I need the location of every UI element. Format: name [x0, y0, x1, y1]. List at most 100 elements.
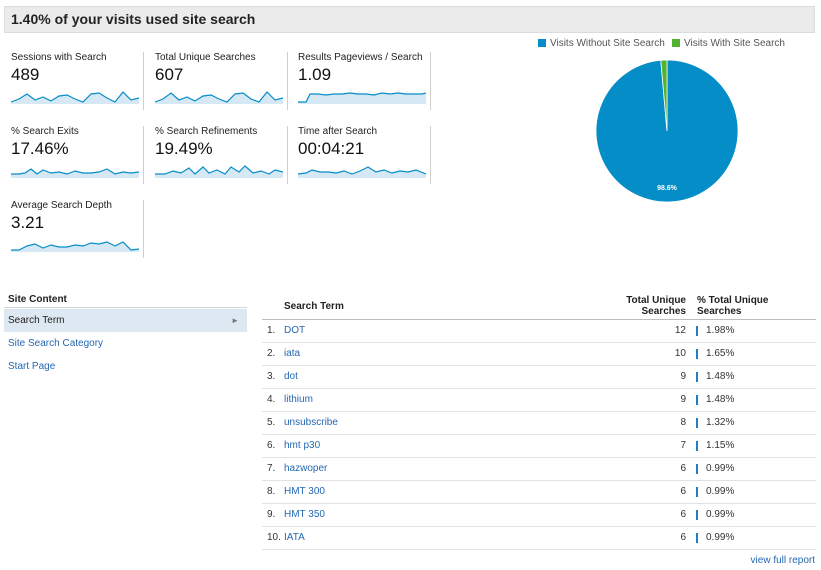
metric-results-pageviews-per-search[interactable]: Results Pageviews / Search 1.09: [291, 52, 431, 110]
metric-label: % Search Refinements: [155, 126, 258, 137]
row-percent: 1.98%: [706, 325, 735, 336]
pie-chart: 98.6%: [594, 58, 740, 209]
search-term-link[interactable]: hmt p30: [284, 440, 321, 451]
sidebar-item-search-term[interactable]: Search Term ►: [4, 309, 247, 332]
metric-search-exits[interactable]: % Search Exits 17.46%: [4, 126, 144, 184]
percent-bar: [696, 326, 699, 336]
pie-slice-label: 98.6%: [657, 185, 678, 192]
table-row: 5. unsubscribe 8 1.32%: [262, 412, 816, 435]
row-count: 8: [680, 417, 686, 428]
row-index: 7.: [267, 463, 276, 474]
row-index: 3.: [267, 371, 276, 382]
metric-label: Time after Search: [298, 126, 378, 137]
row-index: 5.: [267, 417, 276, 428]
row-index: 2.: [267, 348, 276, 359]
metric-label: Average Search Depth: [11, 200, 112, 211]
search-term-link[interactable]: iata: [284, 348, 301, 359]
sparkline: [11, 91, 139, 104]
column-header-text: % Total Unique Searches: [697, 295, 769, 317]
legend-item-with-search[interactable]: Visits With Site Search: [672, 38, 785, 49]
row-percent: 0.99%: [706, 509, 735, 520]
row-index: 1.: [267, 325, 276, 336]
row-percent: 0.99%: [706, 463, 735, 474]
view-full-report-link[interactable]: view full report: [750, 555, 815, 566]
sparkline: [298, 92, 426, 104]
sparkline: [11, 241, 139, 252]
column-header-search-term[interactable]: Search Term: [284, 301, 344, 312]
row-count: 6: [680, 509, 686, 520]
metric-time-after-search[interactable]: Time after Search 00:04:21: [291, 126, 431, 184]
table-row: 2. iata 10 1.65%: [262, 343, 816, 366]
sidebar-item-start-page[interactable]: Start Page: [4, 355, 247, 378]
metric-value: 1.09: [298, 65, 332, 84]
row-count: 9: [680, 394, 686, 405]
metric-value: 19.49%: [155, 139, 213, 158]
pie-slice-with-search[interactable]: [660, 59, 668, 132]
row-percent: 1.32%: [706, 417, 735, 428]
sidebar-item-label: Start Page: [8, 361, 56, 372]
table-row: 3. dot 9 1.48%: [262, 366, 816, 389]
row-count: 7: [680, 440, 686, 451]
row-index: 8.: [267, 486, 276, 497]
metric-search-refinements[interactable]: % Search Refinements 19.49%: [148, 126, 288, 184]
legend-label: Visits Without Site Search: [550, 38, 665, 49]
table-row: 7. hazwoper 6 0.99%: [262, 458, 816, 481]
row-count: 10: [674, 348, 686, 359]
search-term-link[interactable]: unsubscribe: [284, 417, 338, 428]
column-header-total-unique-searches[interactable]: Total Unique Searches: [626, 295, 686, 317]
row-percent: 1.65%: [706, 348, 735, 359]
chevron-right-icon: ►: [231, 316, 239, 325]
percent-bar: [696, 487, 698, 497]
column-header-text: Total Unique Searches: [626, 295, 686, 317]
sparkline: [155, 91, 283, 104]
percent-bar: [696, 418, 698, 428]
sidebar-item-site-search-category[interactable]: Site Search Category: [4, 332, 247, 355]
search-term-link[interactable]: HMT 300: [284, 486, 325, 497]
table-header: Search Term Total Unique Searches % Total…: [262, 294, 816, 320]
metric-total-unique-searches[interactable]: Total Unique Searches 607: [148, 52, 288, 110]
legend-swatch: [672, 39, 680, 47]
row-percent: 0.99%: [706, 532, 735, 543]
table-row: 9. HMT 350 6 0.99%: [262, 504, 816, 527]
row-count: 9: [680, 371, 686, 382]
legend-item-without-search[interactable]: Visits Without Site Search: [538, 38, 665, 49]
table-row: 10. IATA 6 0.99%: [262, 527, 816, 550]
percent-bar: [696, 349, 698, 359]
table-row: 1. DOT 12 1.98%: [262, 320, 816, 343]
search-term-link[interactable]: HMT 350: [284, 509, 325, 520]
row-count: 6: [680, 532, 686, 543]
metric-sessions-with-search[interactable]: Sessions with Search 489: [4, 52, 144, 110]
metric-value: 3.21: [11, 213, 45, 232]
metric-value: 607: [155, 65, 184, 84]
metric-label: Total Unique Searches: [155, 52, 256, 63]
row-index: 10.: [267, 532, 281, 543]
sidebar-header: Site Content: [4, 294, 247, 308]
row-count: 6: [680, 463, 686, 474]
row-count: 6: [680, 486, 686, 497]
sparkline: [298, 166, 426, 178]
percent-bar: [696, 510, 698, 520]
metric-average-search-depth[interactable]: Average Search Depth 3.21: [4, 200, 144, 258]
column-header-pct-total-unique-searches[interactable]: % Total Unique Searches: [697, 295, 768, 317]
legend-label: Visits With Site Search: [684, 38, 785, 49]
metric-value: 489: [11, 65, 40, 84]
sparkline: [11, 168, 139, 178]
row-index: 4.: [267, 394, 276, 405]
row-percent: 1.48%: [706, 371, 735, 382]
metric-value: 00:04:21: [298, 139, 365, 158]
percent-bar: [696, 395, 698, 405]
table-row: 6. hmt p30 7 1.15%: [262, 435, 816, 458]
table-row: 8. HMT 300 6 0.99%: [262, 481, 816, 504]
search-term-link[interactable]: DOT: [284, 325, 306, 336]
search-term-link[interactable]: lithium: [284, 394, 313, 405]
percent-bar: [696, 533, 698, 543]
search-term-link[interactable]: hazwoper: [284, 463, 328, 474]
percent-bar: [696, 372, 698, 382]
table-row: 4. lithium 9 1.48%: [262, 389, 816, 412]
legend-swatch: [538, 39, 546, 47]
metric-label: Sessions with Search: [11, 52, 107, 63]
search-term-link[interactable]: IATA: [284, 532, 305, 543]
percent-bar: [696, 441, 698, 451]
sidebar-item-label: Site Search Category: [8, 338, 104, 349]
search-term-link[interactable]: dot: [284, 371, 298, 382]
